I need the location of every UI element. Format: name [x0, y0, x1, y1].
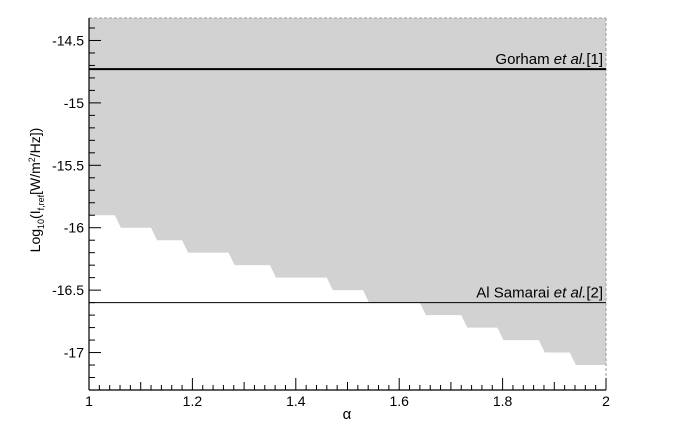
x-tick-label: 1.6: [389, 393, 409, 409]
reference-label-name: Gorham: [495, 51, 553, 68]
y-axis-label-sup: 2: [27, 157, 37, 162]
y-axis-label: Log10(If,ref[W/m2/Hz]): [27, 128, 46, 253]
y-tick-label: -16.5: [52, 282, 84, 298]
y-axis-label-unit-end: /Hz]): [27, 128, 43, 158]
reference-label-1: Gorham et al.[1]: [495, 51, 603, 68]
y-tick-label: -16: [64, 220, 84, 236]
y-axis-label-sub2: f,ref: [36, 194, 46, 210]
y-tick-label: -17: [64, 345, 84, 361]
reference-label-ref: [2]: [586, 285, 603, 302]
y-axis-label-unit-start: [W/m: [27, 162, 43, 195]
y-axis-label-sub1: 10: [36, 219, 46, 229]
reference-label-ref: [1]: [586, 51, 603, 68]
reference-label-italic: et al.: [554, 51, 587, 68]
y-tick-label: -15.5: [52, 157, 84, 173]
excluded-region: [89, 18, 606, 366]
y-tick-label: -15: [64, 95, 84, 111]
reference-label-2: Al Samarai et al.[2]: [476, 285, 603, 302]
reference-label-italic: et al.: [554, 285, 587, 302]
x-axis-label: α: [343, 406, 352, 423]
reference-lines: Gorham et al.[1]Al Samarai et al.[2]: [89, 51, 606, 304]
x-tick-label: 1.8: [493, 393, 513, 409]
y-axis-label-paren: (I: [27, 210, 43, 219]
x-tick-label: 1.2: [183, 393, 203, 409]
y-axis-label-main: Log: [27, 229, 43, 252]
x-tick-label: 2: [602, 393, 610, 409]
x-tick-label: 1: [85, 393, 93, 409]
y-tick-label: -14.5: [52, 32, 84, 48]
reference-label-name: Al Samarai: [476, 285, 554, 302]
axes: -14.5 -15 -15.5 -16 -16.5 -17 1 1.2 1.4 1.6 1.8 2: [52, 18, 610, 409]
plot-area: [89, 17, 607, 390]
x-tick-label: 1.4: [286, 393, 306, 409]
